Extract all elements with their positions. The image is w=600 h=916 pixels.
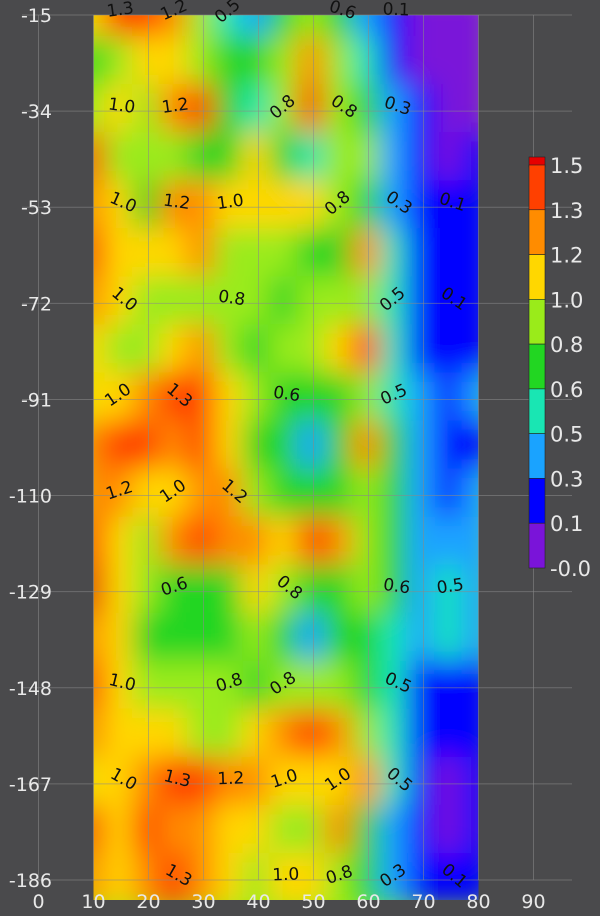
field-cell xyxy=(461,324,479,379)
colorbar-segment xyxy=(528,254,546,300)
colorbar-tick-label: 0.1 xyxy=(550,512,583,536)
colorbar-segment xyxy=(528,388,546,434)
colorbar-segment xyxy=(528,343,546,390)
contour-label: 1.0 xyxy=(216,190,246,214)
x-tick-label: 30 xyxy=(191,891,215,913)
field-cell xyxy=(461,852,479,900)
x-tick-label: 40 xyxy=(246,891,270,913)
field-cell xyxy=(461,516,479,571)
contour-label: 1.2 xyxy=(161,94,191,118)
colorbar-tick-label: -0.0 xyxy=(550,557,591,581)
y-tick-label: -148 xyxy=(9,678,52,700)
y-tick-label: -53 xyxy=(21,197,52,219)
y-tick-label: -34 xyxy=(21,101,52,123)
y-tick-label: -110 xyxy=(9,486,52,508)
colorbar-tick-label: 0.8 xyxy=(550,333,583,357)
field-cell xyxy=(461,132,479,187)
contour-label: 0.1 xyxy=(382,0,410,20)
colorbar-segment xyxy=(528,164,546,211)
colorbar-tick-label: 1.0 xyxy=(550,288,583,312)
x-axis-ticks: 0 10 20 30 40 50 60 70 80 90 xyxy=(32,891,545,913)
colorbar-tick-label: 0.3 xyxy=(550,467,583,491)
contour-label: 0.5 xyxy=(436,575,466,599)
x-tick-label: 0 xyxy=(32,891,44,913)
contour-label: 1.0 xyxy=(107,94,137,118)
y-tick-label: -15 xyxy=(21,5,52,27)
x-tick-label: 60 xyxy=(356,891,380,913)
colorbar-segment xyxy=(528,433,546,479)
y-tick-label: -129 xyxy=(9,582,52,604)
y-tick-label: -186 xyxy=(9,870,52,892)
colorbar-tick-label: 1.5 xyxy=(550,154,583,178)
contour-label: 0.8 xyxy=(217,287,247,311)
contour-label: 1.3 xyxy=(106,0,136,22)
field-cell xyxy=(461,15,479,43)
x-tick-label: 70 xyxy=(411,891,435,913)
x-tick-label: 50 xyxy=(301,891,325,913)
colorbar-segment xyxy=(528,522,546,569)
y-tick-label: -167 xyxy=(9,774,52,796)
field-cell xyxy=(461,36,479,91)
contour-label: 1.2 xyxy=(217,768,245,789)
colorbar-tick-label: 1.3 xyxy=(550,199,583,223)
contour-label: 1.2 xyxy=(162,190,192,214)
colorbar: 1.5 1.3 1.2 1.0 0.8 0.6 0.5 0.3 0.1 -0.0 xyxy=(528,154,591,581)
colorbar-tick-label: 0.5 xyxy=(550,423,583,447)
contour-label: 0.6 xyxy=(272,383,302,407)
colorbar-tick-label: 1.2 xyxy=(550,244,583,268)
field-cell xyxy=(461,612,479,667)
colorbar-tick-label: 0.6 xyxy=(550,378,583,402)
field-cell xyxy=(461,420,479,475)
grid-lines xyxy=(22,14,572,881)
x-tick-label: 90 xyxy=(521,891,545,913)
y-tick-label: -72 xyxy=(21,293,52,315)
colorbar-segment xyxy=(528,478,546,524)
y-axis-ticks: -15 -34 -53 -72 -91 -110 -129 -148 -167 -186 xyxy=(9,5,52,892)
colorbar-segment xyxy=(528,209,546,255)
colorbar-segment xyxy=(528,299,546,345)
x-tick-label: 20 xyxy=(136,891,160,913)
field-cell xyxy=(461,804,479,859)
x-tick-label: 80 xyxy=(466,891,490,913)
contour-label: 0.6 xyxy=(327,0,359,24)
contour-label: 1.0 xyxy=(272,865,300,886)
contour-label: 0.6 xyxy=(382,575,412,599)
field-cell xyxy=(461,708,479,763)
field-cell xyxy=(461,228,479,283)
y-tick-label: -91 xyxy=(21,389,52,411)
x-tick-label: 10 xyxy=(81,891,105,913)
